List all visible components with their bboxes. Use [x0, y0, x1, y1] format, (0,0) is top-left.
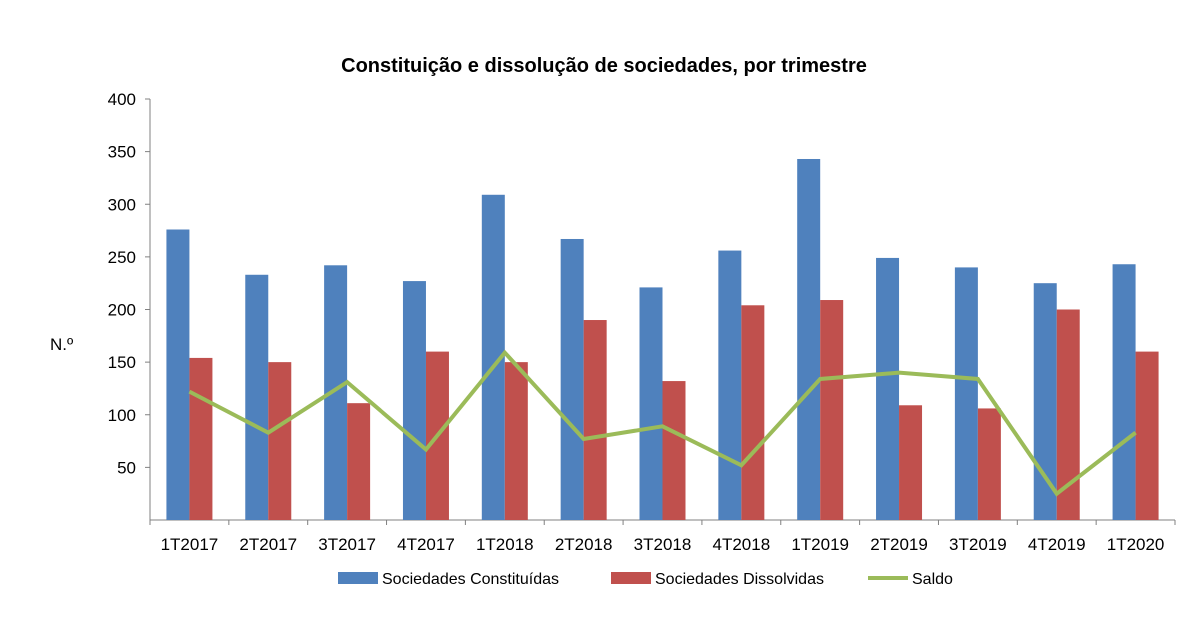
bar-sociedades-dissolvidas — [504, 362, 528, 520]
bar-sociedades-constituidas — [324, 265, 348, 520]
bar-sociedades-dissolvidas — [820, 300, 844, 520]
bar-sociedades-constituidas — [876, 257, 900, 520]
chart-title: Constituição e dissolução de sociedades,… — [341, 55, 867, 77]
y-tick-label: 150 — [108, 353, 136, 372]
x-tick-label: 3T2019 — [949, 535, 1007, 554]
bar-sociedades-constituidas — [560, 238, 584, 521]
bar-sociedades-dissolvidas — [583, 320, 607, 520]
plot-area: 50 100 150 200 250 300 350 400 1T2017 2T2017 3T201… — [108, 90, 1176, 554]
legend-label: Sociedades Constituídas — [382, 571, 559, 588]
x-tick-label: 3T2017 — [318, 535, 376, 554]
x-tick-label: 3T2018 — [634, 535, 692, 554]
x-tick-label: 4T2017 — [397, 535, 455, 554]
y-tick-label: 200 — [108, 301, 136, 320]
legend: Sociedades Constituídas Sociedades Dissol… — [338, 571, 953, 588]
y-tick-label: 50 — [117, 458, 136, 477]
y-tick-label: 350 — [108, 143, 136, 162]
bar-sociedades-constituidas — [954, 267, 978, 520]
bar-sociedades-constituidas — [1112, 264, 1136, 520]
bar-sociedades-constituidas — [718, 250, 742, 520]
bar-sociedades-dissolvidas — [347, 403, 371, 520]
x-tick-label: 2T2019 — [870, 535, 928, 554]
bar-sociedades-constituidas — [481, 194, 505, 520]
y-tick-label: 100 — [108, 406, 136, 425]
bar-sociedades-constituidas — [166, 229, 190, 520]
bar-sociedades-constituidas — [639, 287, 663, 520]
x-tick-label: 1T2017 — [161, 535, 219, 554]
x-tick-label: 1T2020 — [1107, 535, 1165, 554]
legend-label: Sociedades Dissolvidas — [655, 571, 824, 588]
y-tick-label: 400 — [108, 90, 136, 109]
legend-swatch — [338, 572, 378, 584]
x-tick-label: 4T2019 — [1028, 535, 1086, 554]
bar-sociedades-dissolvidas — [268, 362, 292, 520]
bar-sociedades-dissolvidas — [662, 381, 686, 520]
y-tick-label: 300 — [108, 195, 136, 214]
legend-swatch — [611, 572, 651, 584]
x-tick-label: 1T2018 — [476, 535, 534, 554]
bar-sociedades-dissolvidas — [1056, 309, 1080, 520]
bar-sociedades-constituidas — [245, 274, 269, 520]
legend-label: Saldo — [912, 571, 953, 588]
y-tick-label: 250 — [108, 248, 136, 267]
bar-sociedades-dissolvidas — [977, 408, 1001, 520]
x-tick-label: 2T2018 — [555, 535, 613, 554]
bar-sociedades-constituidas — [797, 158, 821, 520]
x-tick-label: 4T2018 — [713, 535, 771, 554]
x-tick-label: 1T2019 — [791, 535, 849, 554]
bar-sociedades-constituidas — [1033, 283, 1057, 520]
bar-sociedades-dissolvidas — [189, 357, 213, 520]
line-saldo — [188, 349, 1137, 497]
y-axis-label: N.º — [50, 335, 73, 354]
bar-sociedades-dissolvidas — [741, 305, 765, 520]
x-tick-label: 2T2017 — [239, 535, 297, 554]
bar-sociedades-dissolvidas — [1135, 351, 1159, 520]
bar-sociedades-dissolvidas — [899, 405, 923, 520]
bar-sociedades-constituidas — [402, 281, 426, 520]
